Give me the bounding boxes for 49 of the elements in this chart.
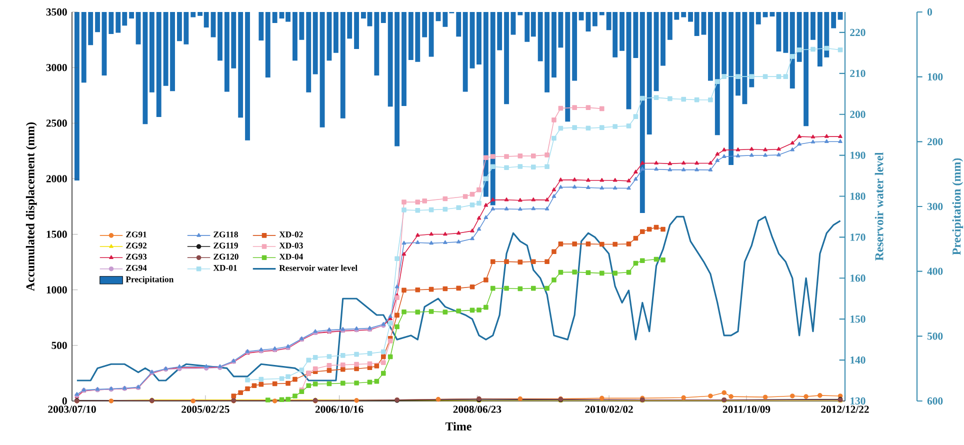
legend-label: ZG92 [126,242,146,248]
x-tick-label: 2010/02/02 [585,406,633,413]
x-tick-label: 2011/10/09 [722,406,770,413]
y2-tick-label: 210 [850,70,866,78]
y3-tick-label: 200 [927,138,943,146]
legend-label: Reservoir water level [279,264,358,271]
legend-label: XD-01 [213,264,237,271]
y-tick-label: 1500 [46,230,67,238]
y2-tick-label: 170 [850,234,866,241]
y-tick-label: 3000 [46,64,67,72]
x-tick-label: 2012/12/22 [821,406,869,413]
y-tick-label: 2500 [46,120,67,127]
legend-label: ZG94 [126,264,147,271]
y-tick-label: 0 [62,397,67,405]
y2-tick-label: 160 [850,274,866,282]
y2-tick-label: 180 [850,192,866,200]
legend-label: XD-04 [279,254,304,260]
legend-label: ZG118 [214,232,238,238]
y-axis-title: Accumulated displacement (mm) [26,122,37,292]
y3-tick-label: 400 [927,268,943,275]
legend-label: Precipitation [126,276,174,284]
legend-label: XD-03 [279,242,303,248]
y-tick-label: 500 [52,342,67,350]
y2-tick-label: 200 [850,110,866,118]
y2-tick-label: 130 [850,397,866,405]
y3-tick-label: 300 [927,202,943,210]
y3-tick-label: 100 [928,73,943,80]
legend-label: ZG93 [126,254,147,260]
y2-tick-label: 220 [850,28,866,36]
y3-tick-label: 0 [927,8,932,16]
y3-axis-title: Precipitation (mm) [952,158,964,255]
x-tick-label: 2008/06/23 [453,406,502,413]
y-tick-label: 1000 [46,286,67,294]
legend-label: ZG120 [214,254,238,260]
x-tick-label: 2005/02/25 [182,406,230,413]
legend-label: ZG119 [214,242,238,248]
y-tick-label: 2000 [46,175,67,182]
y-tick-label: 3500 [46,8,67,16]
legend-label: XD-02 [279,232,303,238]
x-tick-label: 2006/10/16 [315,406,364,413]
y2-tick-label: 190 [850,152,866,159]
x-axis-title: Time [445,422,472,430]
y3-tick-label: 500 [927,332,943,340]
legend-label: ZG91 [126,232,146,238]
y2-tick-label: 150 [850,316,866,323]
x-tick-label: 2003/07/10 [48,406,96,413]
y3-tick-label: 600 [927,397,943,405]
y2-axis-title: Reservoir water level [874,152,884,261]
y2-tick-label: 140 [850,356,866,364]
